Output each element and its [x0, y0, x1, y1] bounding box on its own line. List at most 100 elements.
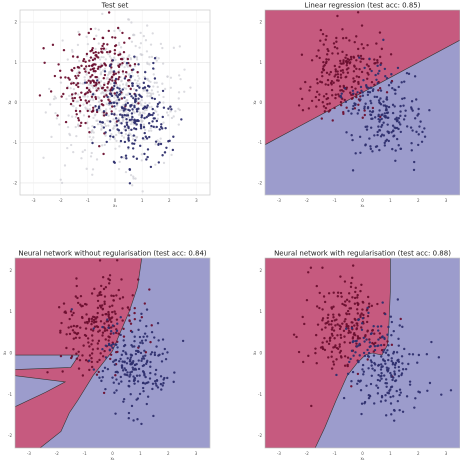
- data-point: [363, 354, 367, 358]
- data-point: [371, 106, 375, 110]
- data-point: [359, 95, 362, 98]
- data-point: [118, 87, 121, 90]
- data-point: [357, 360, 360, 364]
- data-point: [104, 286, 108, 289]
- data-point: [368, 57, 371, 60]
- data-point: [118, 360, 121, 363]
- data-point: [126, 114, 130, 117]
- data-point: [395, 137, 399, 141]
- data-point: [145, 308, 149, 311]
- data-point: [137, 367, 141, 371]
- data-point: [117, 332, 120, 335]
- data-point: [107, 316, 111, 320]
- data-point: [349, 357, 352, 361]
- data-point: [385, 111, 389, 115]
- data-point: [356, 372, 360, 376]
- data-point: [377, 89, 380, 92]
- data-point: [423, 135, 427, 138]
- data-point: [156, 90, 159, 94]
- data-point: [400, 372, 404, 375]
- chart-title: Linear regression (test acc: 0.85): [305, 2, 421, 10]
- data-point: [137, 345, 141, 348]
- data-point: [124, 75, 128, 78]
- data-point: [384, 378, 388, 381]
- data-point: [140, 339, 144, 342]
- data-point: [144, 101, 147, 104]
- data-point: [363, 113, 367, 117]
- data-point: [392, 352, 395, 355]
- data-point: [98, 120, 102, 124]
- data-point: [83, 78, 87, 82]
- data-point: [316, 323, 320, 326]
- y-axis-label: x₂: [252, 351, 257, 355]
- data-point: [155, 110, 158, 113]
- data-point: [72, 324, 76, 328]
- data-point: [135, 89, 138, 92]
- data-point: [394, 149, 397, 152]
- data-point: [133, 78, 137, 82]
- data-point: [153, 97, 157, 101]
- data-point: [91, 79, 94, 82]
- data-point: [124, 129, 127, 132]
- data-point: [75, 83, 78, 87]
- data-point: [136, 74, 140, 78]
- data-point: [181, 339, 185, 343]
- data-point: [142, 81, 146, 85]
- data-point: [134, 93, 137, 96]
- y-tick-label: 2: [259, 20, 262, 25]
- data-point: [423, 127, 426, 130]
- data-point: [315, 90, 319, 94]
- data-point: [100, 124, 104, 128]
- data-point: [343, 303, 346, 307]
- data-point: [342, 71, 345, 74]
- data-point: [105, 312, 108, 316]
- data-point: [362, 57, 365, 61]
- data-point: [131, 138, 135, 141]
- data-point: [347, 109, 350, 113]
- data-point: [366, 93, 370, 97]
- data-point: [86, 42, 90, 46]
- data-point: [318, 56, 321, 60]
- data-point: [133, 339, 136, 343]
- data-point: [350, 85, 354, 89]
- data-point: [408, 380, 412, 383]
- data-point: [361, 94, 365, 97]
- data-point: [130, 21, 133, 24]
- data-point: [145, 381, 149, 385]
- data-point: [140, 159, 143, 162]
- data-point: [103, 366, 107, 369]
- data-point: [143, 116, 146, 120]
- data-point: [128, 64, 132, 67]
- data-point: [126, 57, 130, 61]
- data-point: [386, 349, 389, 352]
- data-point: [114, 147, 117, 150]
- data-point: [155, 384, 158, 387]
- data-point: [385, 76, 389, 80]
- data-point: [153, 353, 157, 357]
- data-point: [135, 56, 139, 59]
- data-point: [133, 363, 137, 367]
- data-point: [128, 182, 132, 185]
- data-point: [116, 346, 119, 349]
- data-point: [169, 105, 172, 108]
- data-point: [359, 315, 362, 319]
- data-point: [310, 404, 313, 408]
- data-point: [336, 52, 340, 55]
- data-point: [68, 94, 71, 97]
- data-point: [354, 87, 357, 90]
- data-point: [91, 339, 94, 342]
- y-tick-label: 1: [259, 60, 262, 65]
- data-point: [112, 135, 115, 139]
- data-point: [84, 327, 88, 330]
- data-point: [142, 126, 146, 129]
- data-point: [376, 61, 379, 64]
- data-point: [122, 72, 125, 76]
- data-point: [339, 104, 343, 107]
- data-point: [419, 120, 422, 123]
- data-point: [364, 102, 367, 105]
- data-point: [351, 89, 355, 92]
- data-point: [90, 343, 93, 346]
- data-point: [109, 63, 112, 66]
- data-point: [367, 86, 370, 90]
